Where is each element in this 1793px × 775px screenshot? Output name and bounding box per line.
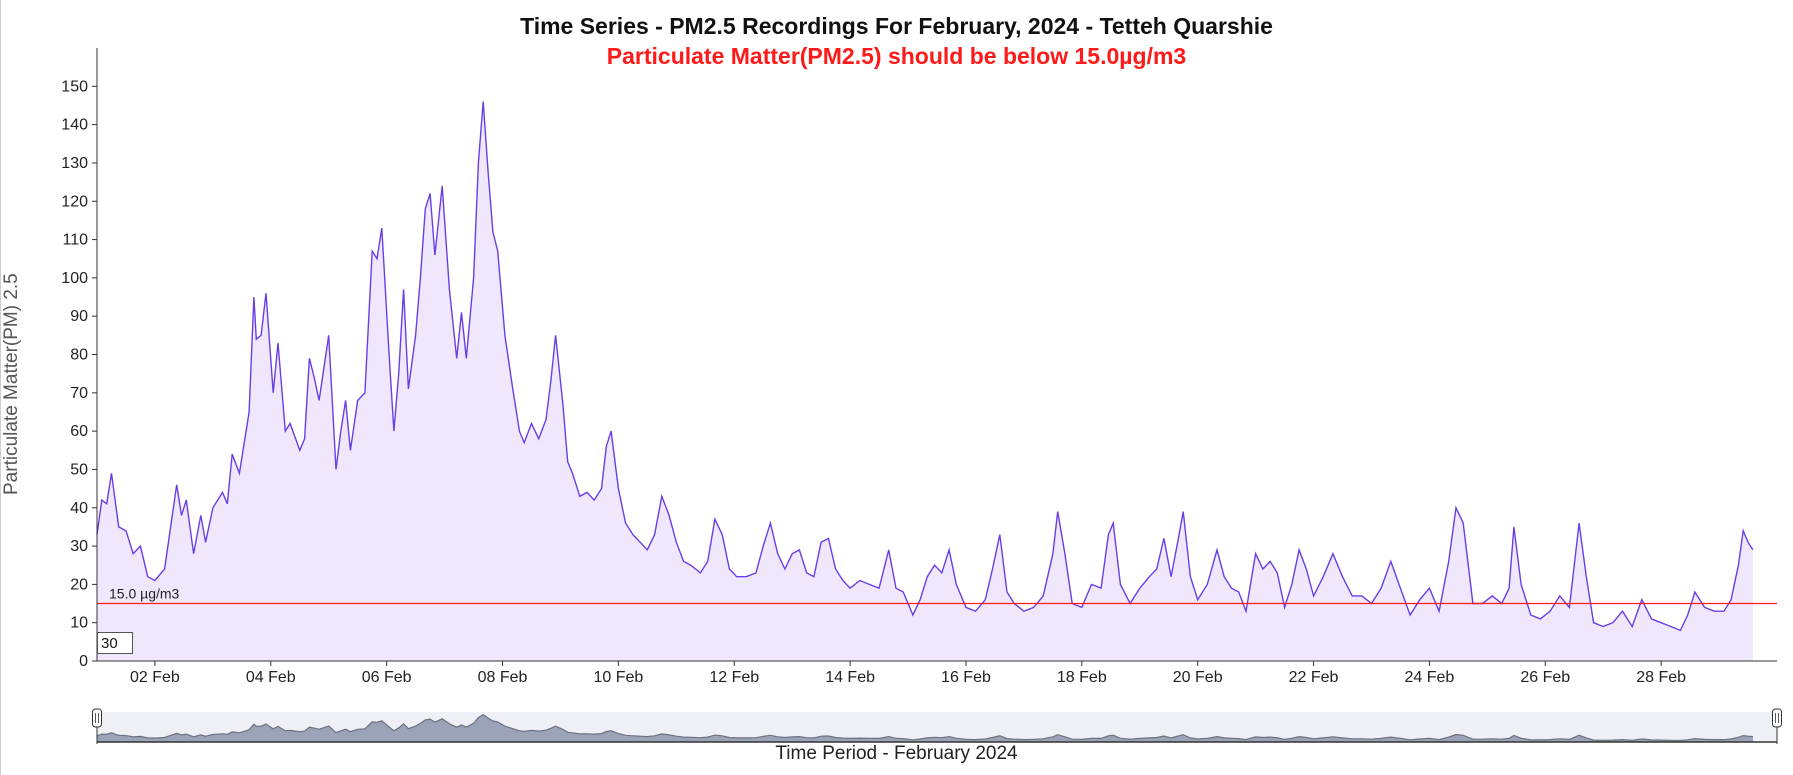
x-tick-label: 20 Feb — [1173, 669, 1223, 686]
y-tick-label: 90 — [70, 308, 88, 325]
y-tick-label: 70 — [70, 385, 88, 402]
x-tick-label: 22 Feb — [1289, 669, 1339, 686]
chart-subtitle: Particulate Matter(PM2.5) should be belo… — [606, 43, 1187, 69]
y-tick-label: 50 — [70, 461, 88, 478]
y-tick-label: 120 — [61, 193, 88, 210]
x-tick-label: 14 Feb — [825, 669, 875, 686]
threshold-label: 15.0 µg/m3 — [109, 586, 180, 602]
range-selector-overview-line — [96, 713, 1753, 742]
y-axis: 0 10 20 30 40 50 60 70 80 90 100 110 120 130 140 150 — [61, 48, 98, 670]
y-tick-label: 150 — [61, 78, 88, 95]
range-handle-left[interactable] — [92, 708, 102, 744]
x-tick-label: 08 Feb — [478, 669, 528, 686]
y-tick-label: 40 — [70, 500, 88, 517]
series-area-fill — [97, 101, 1753, 662]
x-axis-label: Time Period - February 2024 — [775, 743, 1018, 764]
y-tick-label: 0 — [79, 653, 88, 670]
range-handle-grip[interactable] — [92, 708, 102, 728]
range-selector[interactable] — [92, 708, 1782, 744]
x-tick-label: 04 Feb — [246, 669, 296, 686]
y-tick-label: 140 — [61, 117, 88, 134]
x-tick-label: 26 Feb — [1520, 669, 1570, 686]
rolling-window-input[interactable] — [97, 632, 133, 654]
left-border — [0, 0, 1, 775]
y-tick-label: 10 — [70, 615, 88, 632]
range-selector-overview-area — [97, 714, 1753, 742]
x-axis: 02 Feb 04 Feb 06 Feb 08 Feb 10 Feb 12 Feb 14 F… — [97, 660, 1777, 686]
x-tick-label: 12 Feb — [709, 669, 759, 686]
x-tick-label: 18 Feb — [1057, 669, 1107, 686]
x-tick-label: 24 Feb — [1405, 669, 1455, 686]
x-tick-label: 16 Feb — [941, 669, 991, 686]
x-tick-label: 02 Feb — [130, 669, 180, 686]
x-tick-label: 06 Feb — [362, 669, 412, 686]
y-tick-label: 130 — [61, 155, 88, 172]
y-tick-label: 100 — [61, 270, 88, 287]
range-handle-right[interactable] — [1772, 708, 1782, 744]
y-tick-label: 60 — [70, 423, 88, 440]
x-tick-label: 28 Feb — [1636, 669, 1686, 686]
y-tick-label: 20 — [70, 576, 88, 593]
y-tick-label: 80 — [70, 347, 88, 364]
y-tick-label: 110 — [62, 232, 88, 249]
range-handle-grip[interactable] — [1772, 708, 1782, 728]
chart-title: Time Series - PM2.5 Recordings For Febru… — [520, 13, 1273, 39]
x-tick-label: 10 Feb — [593, 669, 643, 686]
plot-area: 15.0 µg/m3 — [96, 101, 1777, 662]
y-tick-label: 30 — [70, 538, 88, 555]
